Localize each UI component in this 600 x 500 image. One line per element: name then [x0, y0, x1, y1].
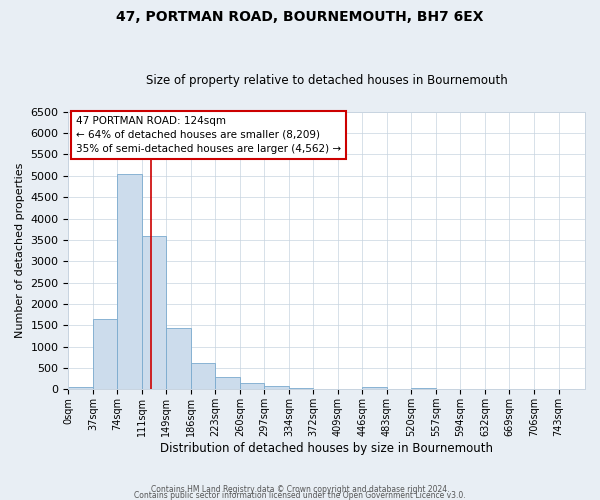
Bar: [93, 319, 118, 390]
Bar: [265, 386, 289, 390]
Title: Size of property relative to detached houses in Bournemouth: Size of property relative to detached ho…: [146, 74, 508, 87]
Bar: [191, 364, 215, 390]
Text: 47, PORTMAN ROAD, BOURNEMOUTH, BH7 6EX: 47, PORTMAN ROAD, BOURNEMOUTH, BH7 6EX: [116, 10, 484, 24]
Bar: [412, 388, 436, 390]
Bar: [142, 236, 166, 390]
Text: Contains public sector information licensed under the Open Government Licence v3: Contains public sector information licen…: [134, 490, 466, 500]
Bar: [166, 328, 191, 390]
Text: 47 PORTMAN ROAD: 124sqm
← 64% of detached houses are smaller (8,209)
35% of semi: 47 PORTMAN ROAD: 124sqm ← 64% of detache…: [76, 116, 341, 154]
X-axis label: Distribution of detached houses by size in Bournemouth: Distribution of detached houses by size …: [160, 442, 493, 455]
Text: Contains HM Land Registry data © Crown copyright and database right 2024.: Contains HM Land Registry data © Crown c…: [151, 484, 449, 494]
Bar: [68, 387, 93, 390]
Bar: [362, 387, 387, 390]
Bar: [215, 377, 240, 390]
Bar: [289, 388, 313, 390]
Bar: [240, 384, 265, 390]
Y-axis label: Number of detached properties: Number of detached properties: [15, 163, 25, 338]
Bar: [118, 174, 142, 390]
